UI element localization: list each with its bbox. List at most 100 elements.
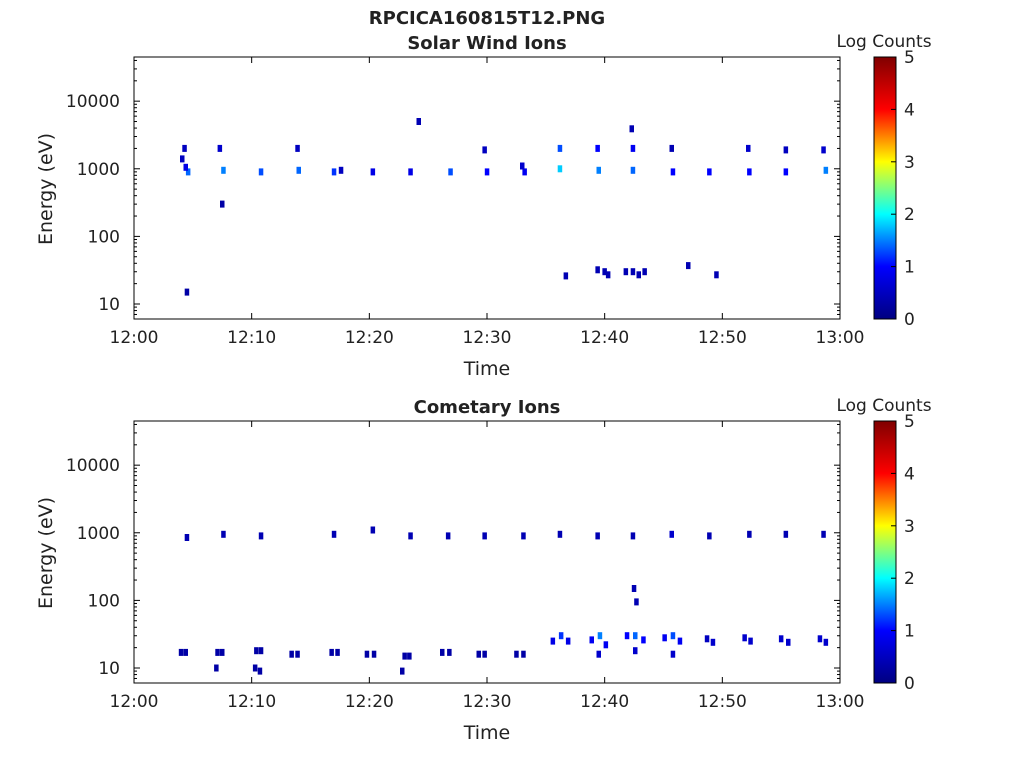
heatmap-cell bbox=[605, 271, 611, 279]
solar-wind-colorbar-ticks: 0 1 2 3 4 5 bbox=[891, 48, 915, 330]
heatmap-cell bbox=[550, 637, 556, 645]
heatmap-cell bbox=[595, 144, 600, 152]
x-tick-label: 12:00 bbox=[110, 692, 159, 712]
colorbar-tick-label: 0 bbox=[904, 310, 915, 330]
heatmap-cell bbox=[408, 168, 413, 176]
heatmap-cell bbox=[662, 634, 667, 642]
x-tick-label: 12:10 bbox=[227, 692, 276, 712]
colorbar-tick-label: 0 bbox=[904, 674, 915, 694]
heatmap-cell bbox=[182, 144, 187, 152]
heatmap-cell bbox=[783, 146, 789, 154]
cometary-x-label: Time bbox=[463, 722, 511, 744]
heatmap-cell bbox=[371, 650, 377, 658]
panel-cometary: Cometary Ions 12:00 12:10 12:20 12:30 12:40 1… bbox=[35, 396, 932, 744]
y-tick-label: 1000 bbox=[77, 524, 120, 544]
heatmap-cell bbox=[296, 166, 301, 174]
y-tick-label: 100 bbox=[88, 591, 120, 611]
x-tick-label: 13:00 bbox=[816, 328, 865, 348]
heatmap-cell bbox=[823, 166, 829, 174]
heatmap-cell bbox=[704, 635, 710, 643]
heatmap-cell bbox=[258, 647, 264, 655]
y-tick-label: 100 bbox=[88, 227, 120, 247]
heatmap-cell bbox=[629, 125, 634, 133]
heatmap-cell bbox=[624, 632, 630, 640]
heatmap-cell bbox=[416, 118, 421, 125]
heatmap-cell bbox=[448, 168, 453, 176]
figure-title: RPCICA160815T12.PNG bbox=[369, 8, 605, 29]
solar-wind-colorbar-label: Log Counts bbox=[836, 32, 931, 52]
heatmap-cell bbox=[686, 262, 691, 270]
heatmap-cell bbox=[670, 632, 676, 640]
x-tick-label: 13:00 bbox=[816, 692, 865, 712]
heatmap-cell bbox=[748, 637, 753, 645]
heatmap-cell bbox=[595, 532, 600, 540]
heatmap-cell bbox=[742, 634, 747, 642]
x-tick-label: 12:20 bbox=[345, 692, 394, 712]
solar-wind-y-label: Energy (eV) bbox=[35, 133, 57, 245]
cometary-colorbar-label: Log Counts bbox=[836, 396, 931, 416]
y-tick-label: 10 bbox=[98, 295, 120, 315]
panel-title-solar-wind: Solar Wind Ions bbox=[407, 33, 566, 54]
heatmap-cell bbox=[630, 532, 636, 540]
heatmap-cell bbox=[669, 530, 674, 538]
heatmap-cell bbox=[295, 144, 300, 152]
heatmap-cell bbox=[445, 532, 451, 540]
heatmap-cell bbox=[258, 532, 264, 540]
solar-wind-heatmap bbox=[180, 118, 829, 296]
x-tick-label: 12:20 bbox=[345, 328, 394, 348]
heatmap-cell bbox=[370, 168, 376, 176]
heatmap-cell bbox=[514, 650, 519, 658]
heatmap-cell bbox=[482, 650, 487, 658]
heatmap-cell bbox=[447, 648, 452, 656]
heatmap-cell bbox=[338, 166, 344, 174]
y-tick-label: 10 bbox=[98, 659, 120, 679]
colorbar-tick-label: 5 bbox=[904, 412, 915, 432]
colorbar-tick-label: 2 bbox=[904, 569, 915, 589]
heatmap-cell bbox=[220, 648, 225, 656]
colorbar-tick-label: 4 bbox=[904, 464, 915, 484]
heatmap-cell bbox=[710, 638, 716, 646]
x-tick-label: 12:50 bbox=[698, 328, 747, 348]
heatmap-cell bbox=[783, 168, 789, 176]
heatmap-cell bbox=[707, 532, 712, 540]
cometary-colorbar-ticks: 0 1 2 3 4 5 bbox=[891, 412, 915, 694]
heatmap-cell bbox=[185, 168, 191, 176]
heatmap-cell bbox=[778, 635, 784, 643]
heatmap-cell bbox=[558, 632, 564, 640]
heatmap-cell bbox=[217, 144, 223, 152]
heatmap-cell bbox=[631, 585, 637, 592]
heatmap-cell bbox=[440, 648, 445, 656]
heatmap-cell bbox=[476, 650, 481, 658]
heatmap-cell bbox=[258, 168, 264, 176]
heatmap-cell bbox=[565, 637, 571, 645]
heatmap-cell bbox=[178, 648, 184, 656]
colorbar-tick-label: 1 bbox=[904, 258, 915, 278]
heatmap-cell bbox=[630, 144, 636, 152]
heatmap-cell bbox=[747, 168, 752, 176]
heatmap-cell bbox=[220, 200, 225, 208]
heatmap-cell bbox=[370, 526, 376, 534]
colorbar-tick-label: 1 bbox=[904, 622, 915, 642]
heatmap-cell bbox=[257, 667, 263, 675]
colorbar-tick-label: 3 bbox=[904, 153, 915, 173]
colorbar-tick-label: 5 bbox=[904, 48, 915, 68]
heatmap-cell bbox=[642, 268, 647, 276]
heatmap-cell bbox=[408, 532, 413, 540]
colorbar-tick-label: 2 bbox=[904, 205, 915, 225]
colorbar-tick-label: 3 bbox=[904, 517, 915, 537]
heatmap-cell bbox=[603, 641, 609, 649]
heatmap-cell bbox=[407, 652, 412, 660]
cometary-axes: 12:00 12:10 12:20 12:30 12:40 12:50 13:00 10 100… bbox=[66, 421, 865, 712]
heatmap-cell bbox=[670, 168, 676, 176]
heatmap-cell bbox=[641, 636, 646, 644]
heatmap-cell bbox=[636, 271, 641, 279]
heatmap-cell bbox=[602, 268, 607, 276]
heatmap-cell bbox=[633, 647, 638, 655]
panel-solar-wind: Solar Wind Ions 12:00 12:10 12:20 12:30 12:4… bbox=[35, 32, 932, 380]
heatmap-cell bbox=[707, 168, 712, 176]
heatmap-cell bbox=[596, 166, 601, 174]
solar-wind-plot-frame bbox=[133, 56, 841, 320]
heatmap-cell bbox=[215, 648, 220, 656]
x-tick-label: 12:30 bbox=[463, 328, 512, 348]
heatmap-cell bbox=[214, 664, 219, 672]
